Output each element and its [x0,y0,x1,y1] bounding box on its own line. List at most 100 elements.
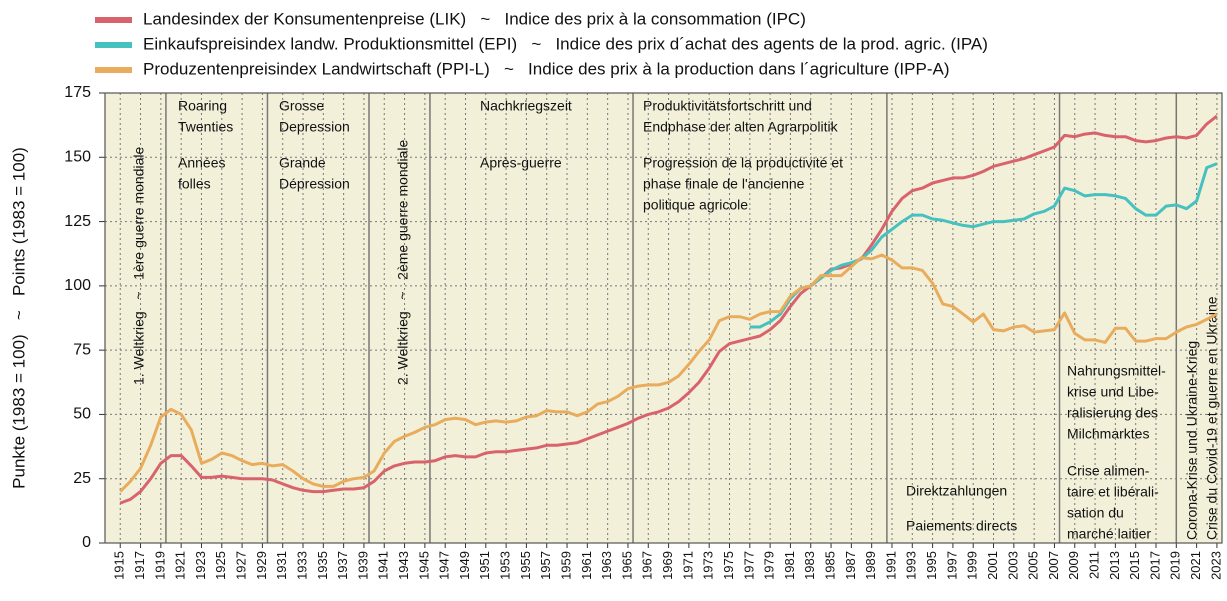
x-tick-label: 1945 [416,551,431,580]
y-tick-label: 75 [73,341,91,358]
x-tick-label: 1937 [335,551,350,580]
x-tick-label: 2005 [1026,551,1041,580]
x-tick-label: 1955 [518,551,533,580]
x-tick-label: 1953 [498,551,513,580]
x-tick-label: 1999 [965,551,980,580]
x-tick-label: 1949 [457,551,472,580]
plot-background [105,93,1222,543]
annotation: Roaring [178,97,227,113]
y-tick-label: 0 [82,534,91,551]
x-tick-label: 1941 [376,551,391,580]
x-tick-label: 1967 [640,551,655,580]
x-tick-label: 1961 [579,551,594,580]
x-tick-label: 1977 [741,551,756,580]
x-tick-label: 1987 [843,551,858,580]
annotation: Twenties [178,118,233,134]
annotation: politique agricole [643,196,748,212]
annotation: Produktivitätsfortschritt und [643,97,812,113]
annotation: Après-guerre [480,154,562,170]
x-tick-label: 1963 [599,551,614,580]
y-tick-label: 50 [73,406,91,423]
x-tick-label: 1959 [558,551,573,580]
annotation: sation du [1067,504,1124,520]
x-tick-label: 1983 [802,551,817,580]
annotation: folles [178,175,211,191]
annotation: Grosse [279,97,324,113]
annotation: marché laitier [1067,525,1151,541]
x-tick-label: 1979 [762,551,777,580]
annotation: Depression [279,118,350,134]
x-tick-label: 1965 [619,551,634,580]
annotation: krise und Libe- [1067,383,1159,399]
legend-label: Landesindex der Konsumentenpreise (LIK) … [143,9,806,28]
x-tick-label: 2007 [1046,551,1061,580]
x-tick-label: 1917 [132,551,147,580]
x-tick-label: 1929 [254,551,269,580]
annotation: Crise alimen- [1067,462,1150,478]
y-tick-label: 175 [64,84,91,101]
x-tick-label: 1969 [660,551,675,580]
y-axis-label: Punkte (1983 = 100) ~ Points (1983 = 100… [9,147,28,489]
x-tick-label: 1921 [173,551,188,580]
annotation: 2. Weltkrieg ~ 2ème guerre mondiale [395,140,411,385]
y-tick-label: 25 [73,470,91,487]
x-tick-label: 1947 [437,551,452,580]
x-tick-label: 2017 [1147,551,1162,580]
annotation: Dépression [279,175,350,191]
x-tick-label: 1951 [477,551,492,580]
x-tick-label: 1915 [112,551,127,580]
x-tick-label: 2009 [1066,551,1081,580]
annotation: Nachkriegszeit [480,97,572,113]
x-tick-label: 1939 [355,551,370,580]
x-tick-label: 1981 [782,551,797,580]
x-tick-label: 1923 [193,551,208,580]
x-tick-label: 1919 [152,551,167,580]
x-tick-label: 2015 [1127,551,1142,580]
x-tick-label: 2013 [1107,551,1122,580]
annotation: phase finale de l'ancienne [643,175,805,191]
annotation: Milchmarktes [1067,425,1149,441]
x-tick-label: 1927 [234,551,249,580]
annotation: Crise du Covid-19 et guerre en Ukraine [1204,296,1220,540]
x-tick-label: 1943 [396,551,411,580]
x-tick-label: 1933 [294,551,309,580]
x-tick-label: 1975 [721,551,736,580]
x-tick-label: 2019 [1168,551,1183,580]
x-tick-label: 1993 [904,551,919,580]
x-tick-label: 2001 [985,551,1000,580]
plot-frame [104,92,1223,544]
legend-label: Einkaufspreisindex landw. Produktionsmit… [143,34,988,53]
annotation: taire et libérali- [1067,483,1159,499]
x-tick-label: 1991 [883,551,898,580]
series-line [119,114,1218,505]
annotation: 1. Weltkrieg ~ 1ère guerre mondiale [131,147,147,385]
series-line [119,253,1218,493]
annotation: Progression de la productivité et [643,154,843,170]
annotation: Paiements directs [906,517,1017,533]
annotation: Corona-Krise und Ukraine-Krieg [1184,341,1200,540]
x-tick-label: 2011 [1087,551,1102,579]
x-tick-label: 2003 [1005,551,1020,580]
series-line [749,162,1218,329]
y-tick-label: 100 [64,277,91,294]
x-tick-label: 1925 [213,551,228,580]
annotation: Nahrungsmittel- [1067,362,1166,378]
annotation: ralisierung des [1067,404,1158,420]
x-tick-label: 1973 [701,551,716,580]
annotation: Grande [279,154,326,170]
x-tick-label: 1985 [822,551,837,580]
legend-label: Produzentenpreisindex Landwirtschaft (PP… [143,59,949,78]
x-tick-label: 2021 [1188,551,1203,580]
x-tick-label: 1957 [538,551,553,580]
x-tick-label: 1971 [680,551,695,580]
y-tick-label: 150 [64,149,91,166]
x-tick-label: 1931 [274,551,289,580]
x-tick-label: 2023 [1208,551,1223,580]
y-tick-label: 125 [64,213,91,230]
x-tick-label: 1935 [315,551,330,580]
annotation: Endphase der alten Agrarpolitik [643,118,839,134]
x-tick-label: 1989 [863,551,878,580]
annotation: Direktzahlungen [906,482,1007,498]
annotation: Années [178,154,225,170]
